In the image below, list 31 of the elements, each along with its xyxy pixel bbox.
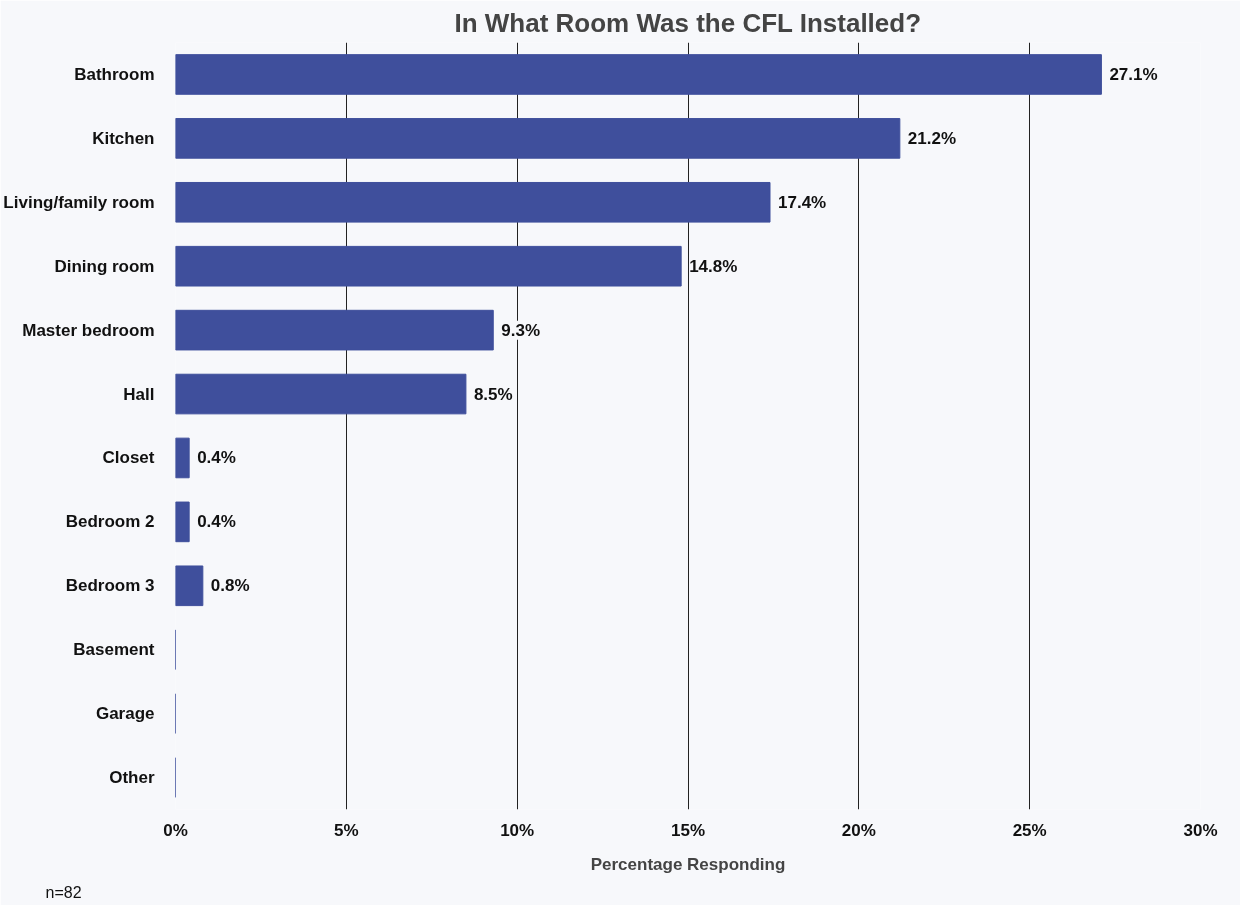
y-tick-label: Bathroom: [74, 64, 155, 84]
data-label: 14.8%: [689, 256, 738, 276]
data-label: 9.3%: [501, 320, 540, 340]
x-axis-title: Percentage Responding: [590, 854, 786, 874]
y-tick-label: Hall: [123, 384, 155, 404]
data-label: 0.4%: [197, 448, 236, 468]
y-tick-label: Bedroom 3: [65, 576, 155, 596]
y-tick-label: Garage: [95, 704, 155, 724]
x-tick-label: 15%: [670, 820, 706, 840]
y-tick-label: Other: [109, 768, 155, 788]
x-tick-label: 0%: [163, 820, 188, 840]
y-tick-label: Kitchen: [92, 128, 155, 148]
data-label: 27.1%: [1109, 64, 1158, 84]
data-label: 0.8%: [210, 576, 250, 596]
y-tick-label: Master bedroom: [22, 320, 155, 340]
chart-title: In What Room Was the CFL Installed?: [454, 7, 922, 38]
data-label: 0.4%: [197, 512, 236, 532]
y-tick-label: Basement: [73, 640, 155, 660]
y-tick-label: Closet: [102, 448, 155, 468]
x-tick-label: 25%: [1012, 820, 1047, 840]
x-tick-label: 20%: [841, 820, 876, 840]
data-label: 17.4%: [778, 192, 827, 212]
data-label: 8.5%: [473, 384, 513, 404]
y-tick-label: Living/family room: [3, 192, 155, 212]
x-tick-label: 30%: [1183, 820, 1218, 840]
x-tick-label: 10%: [500, 820, 535, 840]
x-tick-label: 5%: [334, 820, 359, 840]
data-label: 21.2%: [907, 128, 957, 148]
y-tick-label: Dining room: [54, 256, 155, 276]
y-tick-label: Bedroom 2: [65, 512, 155, 532]
text: n=82: [45, 883, 82, 901]
